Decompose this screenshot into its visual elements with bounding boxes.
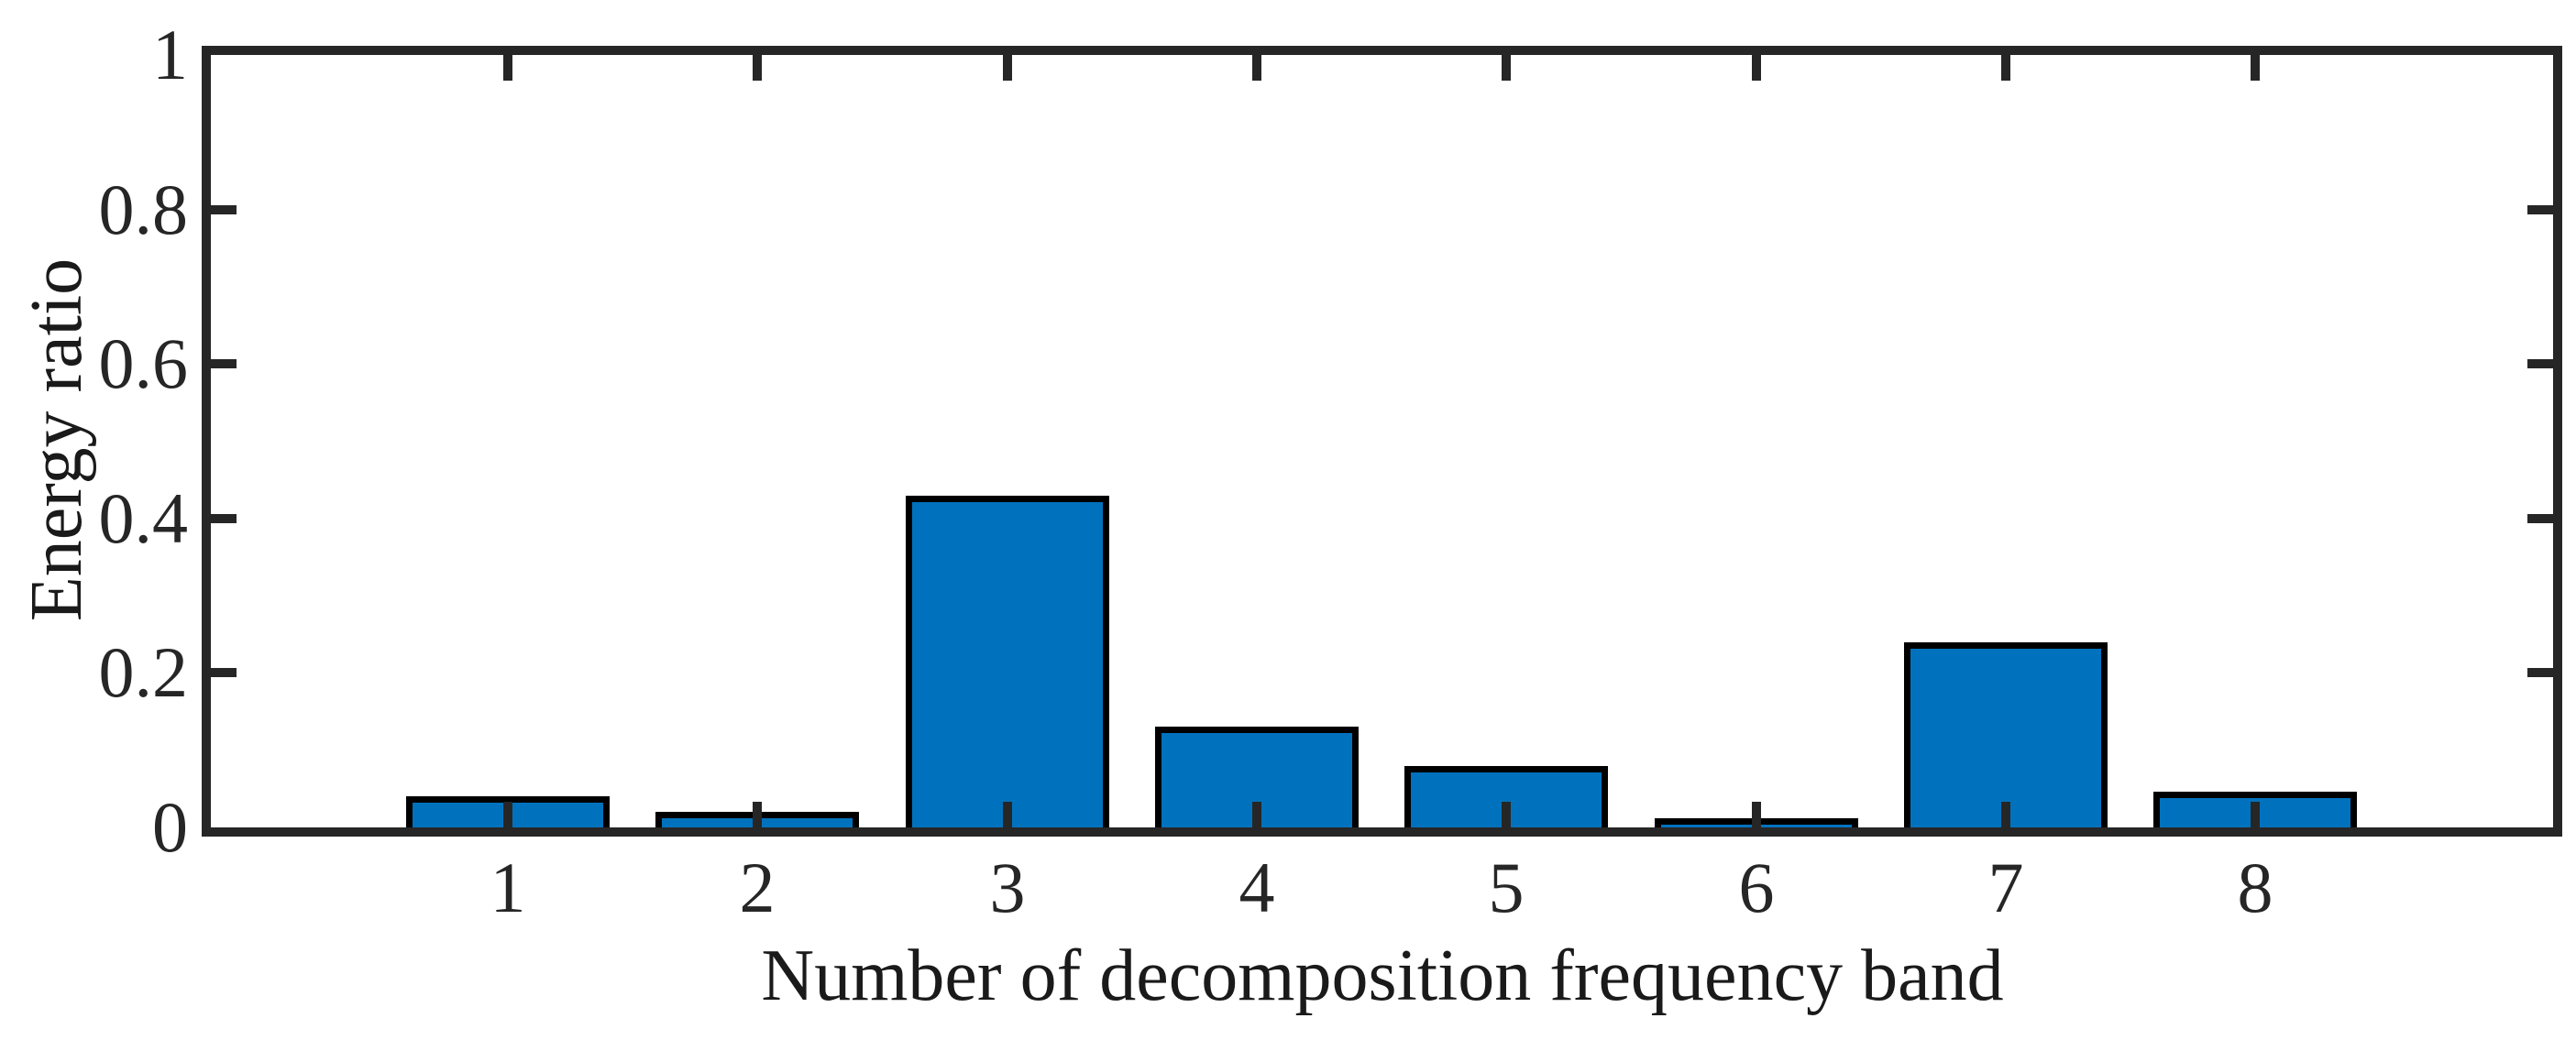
bar-band-7 [1904, 642, 2108, 827]
x-tick-label: 4 [1238, 848, 1275, 927]
x-tick-mark-bottom [2001, 802, 2010, 827]
y-tick-label: 0 [152, 787, 188, 867]
x-tick-mark-bottom [753, 802, 762, 827]
y-tick-label: 0.6 [98, 323, 189, 403]
x-tick-mark-top [1252, 55, 1261, 81]
x-tick-label: 3 [989, 848, 1026, 927]
y-tick-mark-left [211, 359, 237, 368]
y-tick-mark-right [2527, 514, 2553, 523]
y-tick-mark-right [2527, 668, 2553, 677]
x-tick-mark-top [2251, 55, 2260, 81]
y-tick-label: 0.2 [98, 632, 189, 712]
y-axis-label: Energy ratio [17, 257, 97, 622]
x-tick-mark-top [503, 55, 512, 81]
plot-inner-area [211, 55, 2553, 827]
x-tick-label: 5 [1488, 848, 1525, 927]
y-tick-label: 0.4 [98, 478, 189, 558]
y-tick-mark-right [2527, 359, 2553, 368]
y-tick-mark-right [2527, 205, 2553, 214]
x-tick-mark-bottom [1252, 802, 1261, 827]
y-tick-label: 1 [152, 15, 188, 94]
x-tick-mark-top [753, 55, 762, 81]
y-tick-label: 0.8 [98, 170, 189, 249]
x-tick-label: 1 [490, 848, 526, 927]
x-tick-label: 7 [1987, 848, 2024, 927]
x-tick-mark-bottom [1752, 802, 1761, 827]
x-tick-mark-bottom [1502, 802, 1511, 827]
x-tick-label: 6 [1738, 848, 1775, 927]
x-tick-mark-bottom [503, 802, 512, 827]
y-tick-mark-left [211, 668, 237, 677]
x-tick-mark-top [1003, 55, 1012, 81]
x-tick-label: 8 [2237, 848, 2273, 927]
y-tick-mark-left [211, 205, 237, 214]
bar-band-3 [906, 496, 1109, 827]
plot-area [202, 46, 2562, 837]
x-tick-mark-top [2001, 55, 2010, 81]
x-tick-mark-bottom [2251, 802, 2260, 827]
x-tick-mark-top [1502, 55, 1511, 81]
x-tick-mark-bottom [1003, 802, 1012, 827]
x-axis-label: Number of decomposition frequency band [761, 936, 2004, 1016]
x-tick-mark-top [1752, 55, 1761, 81]
y-tick-mark-left [211, 514, 237, 523]
x-tick-label: 2 [739, 848, 776, 927]
